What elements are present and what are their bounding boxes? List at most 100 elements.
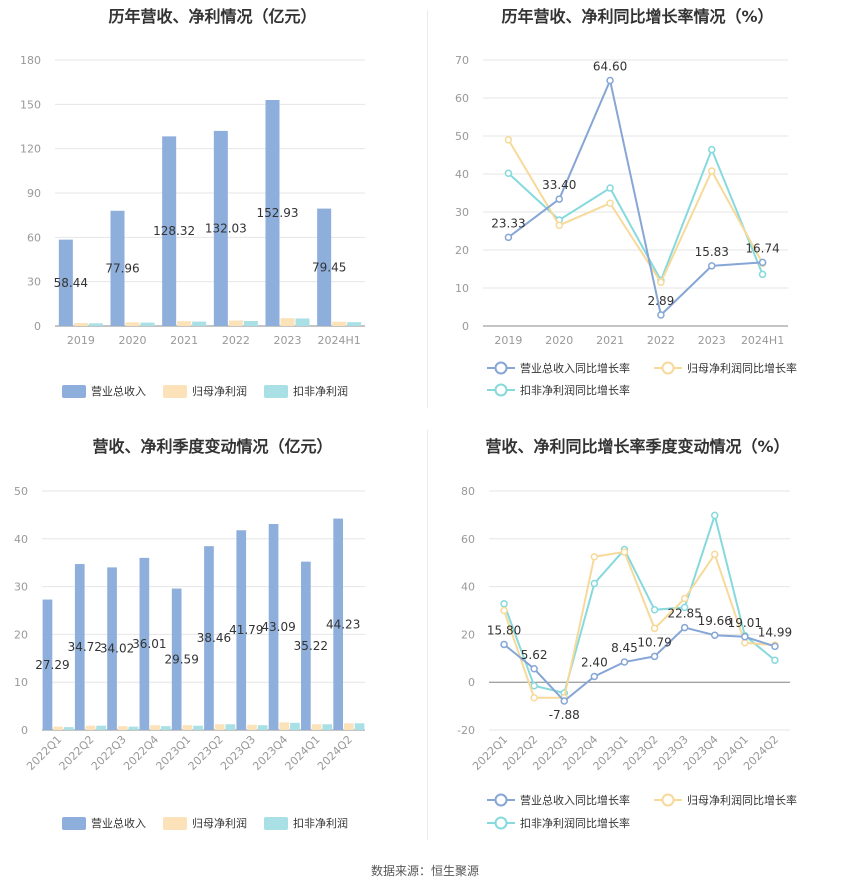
data-point [708,167,716,175]
bar-net-profit [214,724,225,730]
x-tick-label: 2023Q4 [250,733,290,773]
x-tick-label: 2022Q4 [121,733,161,773]
y-tick-label: 80 [461,485,475,498]
legend-label: 归母净利润同比增长率 [687,793,797,807]
data-label: 36.01 [132,637,166,651]
data-point [620,658,629,666]
bar-deducted-profit [88,323,103,326]
data-label: 14.99 [758,625,792,639]
x-tick-label: 2022Q2 [57,733,97,773]
x-tick-label: 2024Q1 [283,733,323,773]
bar-revenue [107,567,117,730]
data-point [650,624,659,633]
chart-title: 历年营收、净利同比增长率情况（%） [501,7,774,26]
bar-net-profit [332,321,347,326]
y-tick-label: 50 [14,485,28,498]
annual-bar-chart: 0 30 60 90 120 150 180 2019 2020 2021 2022 2023 2024… [20,54,365,398]
y-tick-label: 0 [468,676,475,689]
bar-net-profit [177,321,192,326]
data-point [650,606,659,614]
x-tick-label: 2023 [274,334,302,347]
bar-revenue [171,588,182,730]
data-label: 77.96 [105,261,139,275]
y-tick-label: 180 [20,54,41,67]
y-tick-label: 20 [455,244,469,257]
legend-marker [494,361,508,375]
x-tick-label: 2024H1 [741,334,784,347]
chart-title: 营收、净利同比增长率季度变动情况（%） [485,437,790,456]
bar-revenue [265,100,280,326]
data-source: 数据来源：恒生聚源 [370,864,479,878]
data-label: -7.88 [549,708,580,722]
y-tick-label: 20 [14,628,28,641]
legend-label: 扣非净利润同比增长率 [520,816,630,830]
data-point [590,579,599,588]
x-tick-label: 2024Q2 [315,733,355,773]
y-tick-label: 20 [461,628,475,641]
data-label: 43.09 [261,620,295,634]
data-point [504,169,513,177]
bar-deducted-profit [354,723,365,730]
bar-net-profit [279,722,290,730]
legend-swatch [264,385,288,398]
bar-deducted-profit [243,320,258,326]
data-label: 16.74 [745,241,779,255]
x-tick-label: 2022 [222,334,250,347]
y-tick-label: 0 [462,320,469,333]
bar-revenue [236,530,247,730]
legend-label: 营业总收入 [91,384,146,398]
data-point [680,623,689,632]
data-point [606,199,614,208]
data-point [711,511,719,520]
x-tick-label: 2022 [647,334,675,347]
y-tick-label: -20 [457,724,475,737]
annual-line-chart: 0 10 20 30 40 50 60 70 2019 2020 2021 2022 2023 2024H… [455,54,797,397]
bar-net-profit [311,724,322,730]
data-point [741,639,749,647]
data-point [758,270,767,279]
bar-net-profit [85,725,96,730]
x-tick-label: 2022Q1 [24,733,64,773]
bar-deducted-profit [193,725,203,730]
data-point [771,656,779,664]
data-label: 2.40 [581,655,608,669]
data-label: 15.83 [695,245,729,259]
data-point [758,258,767,267]
bar-net-profit [117,726,128,730]
y-tick-label: 40 [14,533,28,546]
bar-deducted-profit [295,318,310,326]
y-tick-label: 30 [27,276,41,289]
data-point [590,552,599,561]
y-tick-label: 0 [34,320,41,333]
legend-marker [494,383,508,397]
y-tick-label: 10 [455,282,469,295]
chart-title: 营收、净利季度变动情况（亿元） [92,437,333,456]
y-tick-label: 70 [455,54,469,67]
data-label: 5.62 [521,648,548,662]
legend-label: 营业总收入 [91,816,146,830]
bar-net-profit [53,726,63,730]
data-point [560,697,568,705]
legend-label: 归母净利润同比增长率 [687,361,797,375]
data-point [555,195,563,203]
series-line [507,146,764,283]
data-label: 128.32 [153,224,195,238]
data-point [771,642,779,651]
y-tick-label: 40 [461,581,475,594]
x-tick-label: 2024H1 [318,334,361,347]
legend-marker [494,793,508,807]
legend-label: 营业总收入同比增长率 [520,793,630,807]
legend-label: 扣非净利润同比增长率 [520,383,630,397]
legend-marker [661,361,675,375]
bar-net-profit [280,318,295,326]
legend-label: 营业总收入同比增长率 [520,361,630,375]
bar-revenue [58,239,73,326]
data-label: 27.29 [35,658,69,672]
bar-revenue [42,599,53,730]
data-label: 35.22 [294,639,328,653]
bar-deducted-profit [63,727,74,730]
panel-quarterly-growth-rate: 营收、净利同比增长率季度变动情况（%） -20 0 20 40 60 80 2022Q1 20… [425,425,850,850]
series-line [503,550,776,699]
bar-revenue [162,136,177,326]
x-tick-label: 2020 [545,334,573,347]
